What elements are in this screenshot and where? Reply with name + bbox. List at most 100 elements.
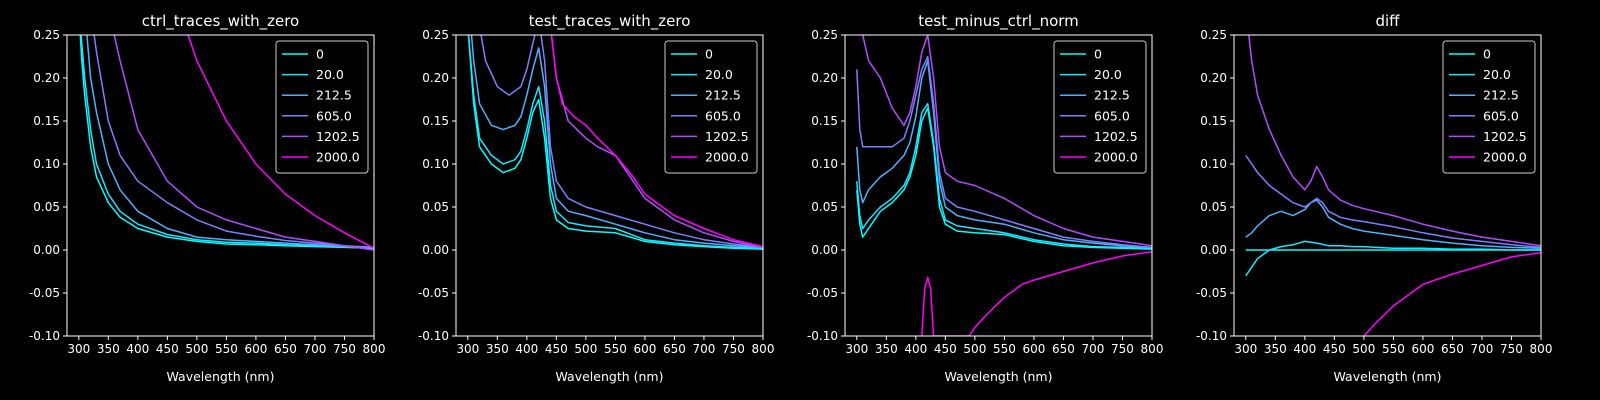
- y-tick-label: -0.05: [1196, 286, 1227, 300]
- series-line-5: [550, 35, 763, 249]
- legend: 0 20.0 212.5 605.0 1202.5 2000.0: [664, 40, 758, 174]
- y-tick-label: 0.00: [33, 243, 60, 257]
- legend-entry: 0: [705, 47, 713, 62]
- series-group: [79, 35, 374, 251]
- x-tick-label: 800: [752, 342, 775, 356]
- x-tick-label: 350: [1264, 342, 1287, 356]
- y-tick-label: -0.10: [807, 329, 838, 343]
- x-tick-label: 500: [1352, 342, 1375, 356]
- series-group: [467, 35, 763, 250]
- legend-entry: 2000.0: [1094, 150, 1138, 165]
- x-tick-label: 600: [1022, 342, 1045, 356]
- legend-entry: 2000.0: [316, 150, 360, 165]
- series-line-6: [187, 35, 374, 249]
- y-tick-label: 0.25: [811, 28, 838, 42]
- legend-entry: 0: [316, 47, 324, 62]
- x-tick-label: 550: [993, 342, 1016, 356]
- y-tick-label: -0.05: [807, 286, 838, 300]
- series-line-4: [856, 55, 1152, 249]
- x-tick-label: 650: [1052, 342, 1075, 356]
- axes-frame: [455, 34, 764, 337]
- series-line-2: [856, 103, 1152, 250]
- y-tick-label: 0.05: [422, 200, 449, 214]
- x-tick-label: 700: [1471, 342, 1494, 356]
- legend-entry: 212.5: [1094, 88, 1130, 103]
- x-tick-label: 800: [1141, 342, 1164, 356]
- y-tick-label: -0.10: [29, 329, 60, 343]
- y-tick-label: -0.10: [418, 329, 449, 343]
- axes-frame: [66, 34, 375, 337]
- series-line-5: [113, 35, 374, 251]
- legend-entry: 20.0: [705, 67, 733, 82]
- x-tick-label: 700: [304, 342, 327, 356]
- series-line-6: [550, 35, 763, 248]
- x-tick-label: 750: [1500, 342, 1523, 356]
- legend-entry: 605.0: [705, 108, 741, 123]
- series-line-6: [1363, 251, 1541, 336]
- series-group: [1245, 35, 1541, 336]
- series-group: [856, 35, 1152, 336]
- y-tick-label: -0.05: [418, 286, 449, 300]
- x-tick-label: 700: [693, 342, 716, 356]
- axes-frame: [844, 34, 1153, 337]
- chart-title: diff: [1375, 12, 1400, 30]
- y-tick-label: 0.10: [1200, 157, 1227, 171]
- x-tick-label: 750: [722, 342, 745, 356]
- y-tick-label: -0.05: [29, 286, 60, 300]
- legend: 0 20.0 212.5 605.0 1202.5 2000.0: [275, 40, 369, 174]
- x-tick-label: 600: [1411, 342, 1434, 356]
- legend: 0 20.0 212.5 605.0 1202.5 2000.0: [1442, 40, 1536, 174]
- legend-entry: 20.0: [1483, 67, 1511, 82]
- series-line-5: [861, 35, 1152, 247]
- series-line-3: [86, 35, 374, 249]
- series-line-4: [1245, 154, 1541, 249]
- x-tick-label: 550: [1382, 342, 1405, 356]
- y-tick-label: 0.25: [1200, 28, 1227, 42]
- x-tick-label: 300: [67, 342, 90, 356]
- y-tick-label: 0.20: [811, 71, 838, 85]
- x-tick-label: 400: [515, 342, 538, 356]
- legend-entry: 1202.5: [705, 129, 749, 144]
- series-line-1: [79, 35, 374, 250]
- series-line-4: [93, 35, 374, 249]
- legend-entry: 212.5: [1483, 88, 1519, 103]
- x-tick-label: 450: [156, 342, 179, 356]
- axes-frame: [1233, 34, 1542, 337]
- series-line-6: [921, 250, 1152, 336]
- y-tick-label: 0.00: [811, 243, 838, 257]
- x-tick-label: 600: [244, 342, 267, 356]
- y-tick-label: 0.25: [422, 28, 449, 42]
- x-tick-label: 750: [1111, 342, 1134, 356]
- x-tick-label: 400: [126, 342, 149, 356]
- x-tick-label: 500: [185, 342, 208, 356]
- x-axis-label: Wavelength (nm): [1334, 369, 1442, 384]
- x-tick-label: 600: [633, 342, 656, 356]
- x-tick-label: 450: [934, 342, 957, 356]
- x-tick-label: 350: [97, 342, 120, 356]
- x-tick-label: 500: [963, 342, 986, 356]
- legend-entry: 212.5: [705, 88, 741, 103]
- legend-entry: 605.0: [1483, 108, 1519, 123]
- chart-panel-2: -0.10 -0.05 0.00 0.05 0.10 0.15 0.20 0.25 300 350…: [418, 12, 775, 384]
- x-tick-label: 550: [604, 342, 627, 356]
- series-line-1: [467, 35, 763, 250]
- chart-title: test_traces_with_zero: [529, 12, 691, 31]
- x-tick-label: 350: [875, 342, 898, 356]
- legend-entry: 605.0: [316, 108, 352, 123]
- y-tick-label: 0.05: [33, 200, 60, 214]
- y-tick-label: 0.15: [33, 114, 60, 128]
- x-tick-label: 350: [486, 342, 509, 356]
- x-tick-label: 300: [845, 342, 868, 356]
- y-tick-label: 0.15: [811, 114, 838, 128]
- x-tick-label: 300: [1234, 342, 1257, 356]
- x-tick-label: 650: [663, 342, 686, 356]
- series-line-2: [80, 35, 374, 249]
- x-tick-label: 700: [1082, 342, 1105, 356]
- series-line-5: [1248, 35, 1541, 247]
- x-tick-label: 400: [1293, 342, 1316, 356]
- x-tick-label: 750: [333, 342, 356, 356]
- y-tick-label: 0.15: [1200, 114, 1227, 128]
- legend-entry: 20.0: [1094, 67, 1122, 82]
- series-line-2: [467, 35, 763, 250]
